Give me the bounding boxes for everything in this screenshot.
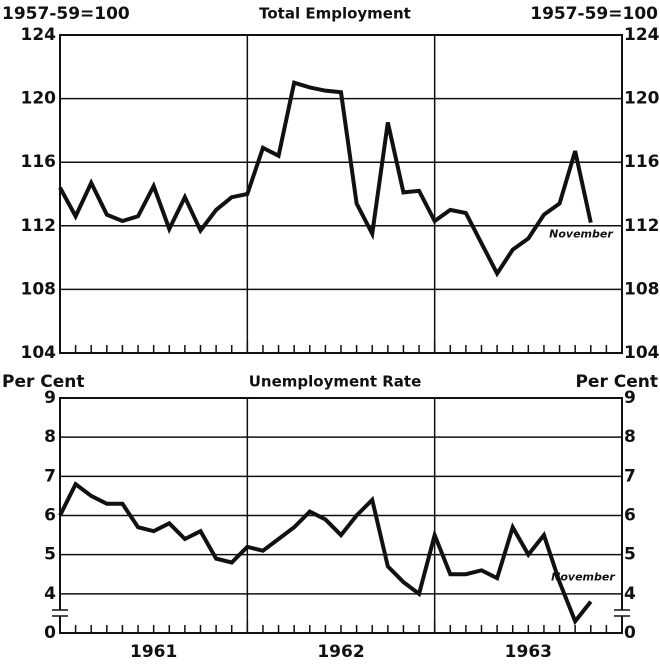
y-tick-label: 104	[21, 343, 57, 363]
y-tick-label: 112	[21, 216, 57, 236]
y-tick-label: 124	[624, 25, 660, 45]
y-tick-label: 0	[44, 623, 56, 643]
y-tick-label: 4	[624, 584, 636, 604]
y-tick-label: 104	[624, 343, 660, 363]
x-tick-label: 1962	[317, 642, 364, 662]
plot-frame	[59, 34, 623, 354]
y-tick-label: 0	[624, 623, 636, 643]
x-tick-label: 1961	[130, 642, 177, 662]
y-axis-label: 1957-59=100	[530, 4, 658, 24]
line-series	[58, 481, 593, 626]
y-tick-label: 120	[624, 89, 660, 109]
annotation: November	[549, 228, 613, 241]
chart-title: Total Employment	[259, 5, 411, 23]
y-tick-label: 9	[624, 388, 636, 408]
y-tick-label: 4	[44, 584, 56, 604]
y-tick-label: 8	[44, 427, 56, 447]
y-tick-label: 5	[44, 545, 56, 565]
y-tick-label: 7	[44, 466, 56, 486]
axis-break	[54, 610, 66, 616]
y-tick-label: 112	[624, 216, 660, 236]
y-tick-label: 6	[44, 506, 56, 526]
line-series	[58, 80, 593, 278]
y-axis-label: 1957-59=100	[2, 4, 130, 24]
y-tick-label: 6	[624, 506, 636, 526]
x-tick-label: 1963	[505, 642, 552, 662]
y-tick-label: 108	[21, 279, 57, 299]
y-tick-label: 108	[624, 279, 660, 299]
annotation: November	[551, 571, 615, 584]
y-tick-label: 8	[624, 427, 636, 447]
y-axis-label: Per Cent	[2, 372, 85, 392]
y-tick-label: 9	[44, 388, 56, 408]
y-tick-label: 116	[21, 152, 57, 172]
y-tick-label: 116	[624, 152, 660, 172]
y-tick-label: 7	[624, 466, 636, 486]
y-tick-label: 120	[21, 89, 57, 109]
chart-title: Unemployment Rate	[249, 373, 422, 391]
axis-break	[616, 610, 628, 616]
y-tick-label: 5	[624, 545, 636, 565]
y-axis-label: Per Cent	[575, 372, 658, 392]
y-tick-label: 124	[21, 25, 57, 45]
